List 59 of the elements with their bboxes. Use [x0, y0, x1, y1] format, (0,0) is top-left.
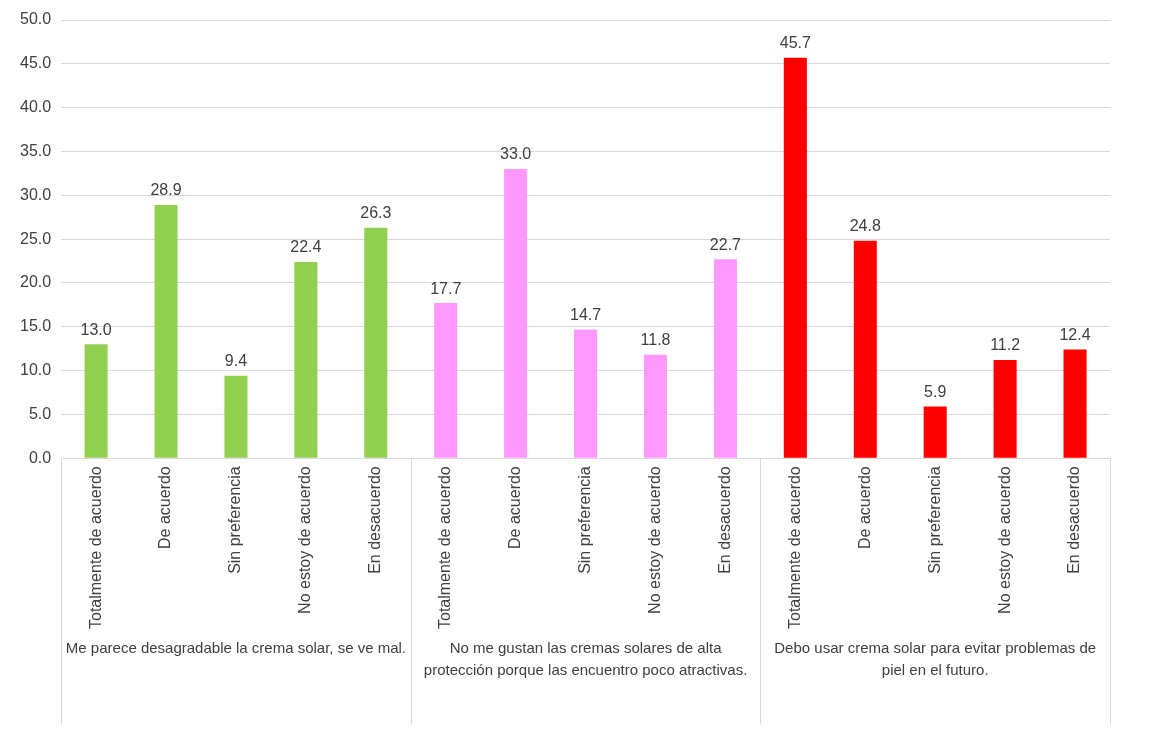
data-label: 22.4: [290, 238, 322, 256]
text: Me parece desagradable la crema solar, se ve mal.: [65, 638, 407, 656]
y-tick-label: 30.0: [20, 185, 52, 203]
bar: [1063, 349, 1087, 458]
bar: [504, 169, 528, 458]
x-tick-label: En desacuerdo: [1065, 466, 1083, 574]
data-label: 9.4: [224, 352, 248, 370]
y-tick-label: 40.0: [20, 98, 52, 116]
x-tick-label: De acuerdo: [506, 466, 524, 549]
data-label: 24.8: [849, 217, 881, 235]
x-tick-label: Totalmente de acuerdo: [436, 466, 454, 630]
bar: [364, 227, 388, 458]
x-tick-label: Sin preferencia: [925, 466, 943, 574]
data-label: 12.4: [1059, 325, 1091, 343]
x-tick-label: Totalmente de acuerdo: [785, 466, 803, 630]
data-label: 26.3: [360, 204, 392, 222]
y-tick-label: 25.0: [20, 229, 52, 247]
bar: [434, 303, 458, 458]
x-tick-label: Totalmente de acuerdo: [86, 466, 104, 630]
data-label: 28.9: [150, 181, 182, 199]
x-tick-label: En desacuerdo: [366, 466, 384, 574]
data-label: 14.7: [570, 305, 602, 323]
data-label: 11.2: [990, 336, 1021, 354]
text: Debo usar crema solar para evitar problemas de piel en el futuro.: [774, 638, 1097, 678]
y-tick-label: 35.0: [20, 141, 52, 159]
bar: [224, 375, 248, 458]
text: No me gustan las cremas solares de alta protección porque las encuentro poco atractivas.: [423, 638, 748, 678]
x-tick-label: Sin preferencia: [226, 466, 244, 574]
bar: [923, 406, 947, 458]
bar: [294, 261, 318, 458]
x-tick-label: De acuerdo: [855, 466, 873, 549]
data-label: 33.0: [500, 145, 532, 163]
x-tick-label: En desacuerdo: [715, 466, 733, 574]
x-tick-label: No estoy de acuerdo: [296, 466, 314, 614]
bar: [713, 259, 737, 458]
y-tick-label: 20.0: [20, 273, 52, 291]
y-tick-label: 15.0: [20, 317, 52, 335]
data-label: 11.8: [640, 331, 671, 349]
bar: [853, 240, 877, 458]
bar: [993, 360, 1017, 458]
x-tick-label: Sin preferencia: [575, 466, 593, 574]
bar: [84, 344, 108, 458]
x-tick-label: De acuerdo: [156, 466, 174, 549]
bar: [574, 329, 598, 458]
y-tick-label: 45.0: [20, 54, 52, 72]
y-tick-label: 0.0: [28, 448, 52, 466]
bar: [783, 57, 807, 458]
bar: [643, 354, 668, 458]
data-label: 17.7: [430, 279, 462, 297]
x-tick-label: No estoy de acuerdo: [995, 466, 1013, 614]
bar: [154, 204, 178, 458]
y-tick-label: 5.0: [28, 404, 52, 422]
data-label: 45.7: [779, 34, 812, 52]
data-label: 13.0: [80, 320, 112, 338]
y-tick-label: 10.0: [20, 360, 52, 378]
data-label: 22.7: [709, 235, 742, 253]
x-tick-label: No estoy de acuerdo: [645, 466, 663, 614]
data-label: 5.9: [924, 382, 947, 400]
y-tick-label: 50.0: [20, 10, 52, 28]
